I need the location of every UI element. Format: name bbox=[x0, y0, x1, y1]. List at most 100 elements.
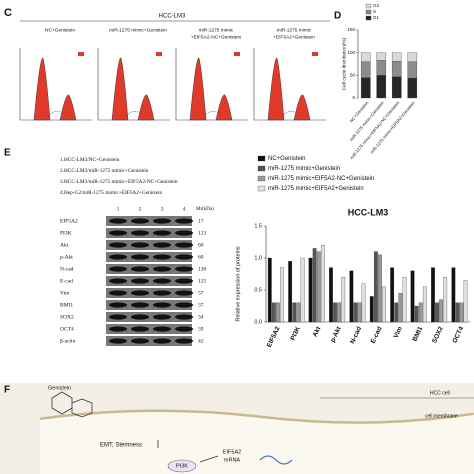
blot-band bbox=[131, 326, 149, 332]
bar bbox=[394, 302, 399, 323]
legend-label: G1 bbox=[373, 15, 380, 20]
protein-name: EIF5A2 bbox=[60, 218, 78, 224]
histogram-axes bbox=[253, 48, 326, 121]
protein-name: N-cad bbox=[60, 266, 74, 272]
legend-swatch bbox=[365, 9, 372, 15]
x-tick-label: N-cad bbox=[349, 326, 363, 345]
bar bbox=[398, 293, 403, 323]
molecular-weight: 37 bbox=[198, 302, 204, 308]
bar-segment bbox=[360, 77, 371, 99]
blot-band bbox=[153, 338, 171, 344]
pi3k-label: PI3K bbox=[176, 463, 188, 469]
protein-name: PI3K bbox=[60, 230, 72, 236]
bar bbox=[435, 302, 439, 323]
blot-band bbox=[109, 242, 127, 248]
panel-label: E bbox=[4, 148, 11, 159]
lane-legend: 3.HCC-LM3/miR-1275 mimic+EIF5A2-NC+Genis… bbox=[60, 179, 178, 185]
y-tick-label: 50 bbox=[350, 73, 356, 78]
s-phase bbox=[47, 111, 65, 117]
legend-label: G2 bbox=[373, 3, 380, 8]
protein-name: p-Akt bbox=[60, 254, 73, 260]
molecular-weight: 34 bbox=[198, 314, 204, 320]
blot-band bbox=[175, 266, 193, 272]
bar bbox=[316, 251, 321, 323]
s-phase bbox=[125, 111, 143, 117]
blot-band bbox=[109, 230, 127, 236]
x-tick-label: p-Akt bbox=[329, 325, 343, 344]
bar bbox=[361, 283, 366, 323]
bar-segment bbox=[391, 76, 402, 99]
bar-segment bbox=[391, 52, 402, 62]
y-tick-label: 100 bbox=[347, 50, 355, 55]
bar bbox=[288, 261, 293, 323]
blot-band bbox=[153, 302, 171, 308]
molecular-weight: 57 bbox=[198, 290, 204, 296]
group-label: miR-1275 mimic bbox=[277, 27, 312, 33]
bar bbox=[443, 277, 448, 323]
blot-band bbox=[131, 302, 149, 308]
blot-band bbox=[109, 278, 127, 284]
g1-peak bbox=[111, 57, 129, 121]
histogram-axes bbox=[19, 48, 92, 121]
y-axis-label: Cell cycle distribution(%) bbox=[341, 37, 347, 90]
legend-label: miR-1275 mimic+EIF5A2-NC+Genistein bbox=[268, 176, 374, 182]
bar-segment bbox=[407, 61, 418, 79]
blot-band bbox=[131, 338, 149, 344]
blot-band bbox=[175, 314, 193, 320]
bar-segment bbox=[376, 75, 387, 99]
g2-peak bbox=[293, 94, 311, 121]
cell-interior bbox=[40, 411, 474, 474]
x-tick-label: E-cad bbox=[370, 326, 384, 345]
bar bbox=[320, 245, 325, 323]
blot-band bbox=[175, 242, 193, 248]
group-label: +EIF5A2-NC+Genistein bbox=[191, 34, 242, 40]
bar bbox=[357, 302, 362, 323]
blot-band bbox=[175, 254, 193, 260]
panel-title: HCC-LM3 bbox=[159, 14, 186, 20]
protein-name: E-cad bbox=[60, 278, 73, 284]
legend-key bbox=[234, 52, 240, 56]
molecular-weight: 130 bbox=[198, 266, 207, 272]
y-tick-label: 0 bbox=[352, 95, 355, 100]
bar bbox=[463, 280, 468, 323]
lane-number: 1 bbox=[117, 206, 120, 212]
blot-band bbox=[131, 230, 149, 236]
legend-swatch bbox=[257, 185, 266, 192]
lane-number: 2 bbox=[139, 206, 142, 212]
bar bbox=[439, 299, 444, 323]
mr-header: Mr(kDa) bbox=[196, 207, 214, 212]
legend-label: NC+Genistein bbox=[268, 156, 306, 162]
x-tick-label: BMI1 bbox=[411, 325, 424, 342]
blot-band bbox=[175, 290, 193, 296]
protein-name: β-actin bbox=[60, 338, 76, 344]
legend-label: miR-1275 mimic+EIF5A2+Genistein bbox=[268, 186, 364, 192]
chart-title: HCC-LM3 bbox=[348, 207, 389, 217]
legend-key bbox=[312, 52, 318, 56]
blot-band bbox=[109, 302, 127, 308]
bar bbox=[378, 254, 382, 323]
group-label: miR-1275 mimic+Genistein bbox=[109, 27, 167, 33]
blot-band bbox=[131, 254, 149, 260]
bar bbox=[312, 248, 317, 323]
bar bbox=[373, 251, 378, 323]
blot-band bbox=[109, 290, 127, 296]
x-tick-label: OCT4 bbox=[451, 325, 465, 344]
bar bbox=[451, 267, 456, 323]
protein-name: SOX2 bbox=[60, 314, 74, 320]
panel-label: C bbox=[4, 7, 12, 19]
bar bbox=[459, 302, 464, 323]
blot-band bbox=[131, 266, 149, 272]
bar-segment bbox=[407, 52, 418, 62]
bar bbox=[422, 286, 427, 323]
bar bbox=[418, 302, 423, 323]
bar bbox=[300, 257, 305, 323]
lane-legend: 1.HCC-LM3/NC+Genistein bbox=[60, 157, 120, 163]
histogram-axes bbox=[175, 48, 248, 121]
molecular-weight: 17 bbox=[198, 218, 204, 224]
protein-name: BMI1 bbox=[60, 302, 73, 308]
bar bbox=[414, 305, 419, 323]
blot-band bbox=[109, 218, 127, 224]
g1-peak bbox=[189, 57, 207, 121]
y-tick-label: 1.5 bbox=[254, 223, 262, 229]
